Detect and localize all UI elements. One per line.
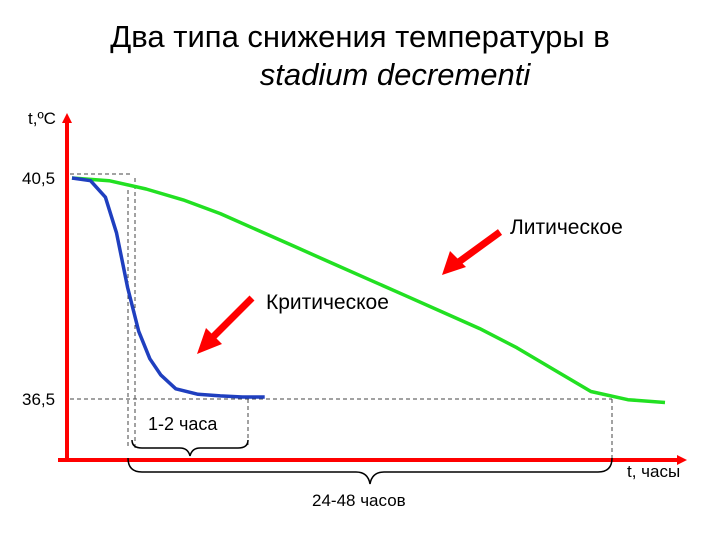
y-tick-36-5: 36,5 [22,390,55,409]
brace-short [131,439,249,457]
label-long-interval: 24-48 часов [312,491,406,510]
x-axis-label: t, часы [627,462,680,481]
arrow-lytic [442,229,503,275]
series-lytic-line [71,176,666,405]
title-line-1: Два типа снижения температуры в [110,19,610,54]
label-lytic: Литическое [510,216,623,239]
label-short-interval: 1-2 часа [148,414,218,434]
chart-title: Два типа снижения температуры в stadium … [0,18,720,94]
title-line-2: stadium decrementi [259,57,531,92]
label-critical: Критическое [266,291,389,314]
y-tick-40-5: 40,5 [22,169,55,188]
series-critical-line [71,176,265,399]
arrow-critical [197,295,255,354]
brace-long [127,457,613,485]
y-axis-label: t,ºC [28,109,56,128]
